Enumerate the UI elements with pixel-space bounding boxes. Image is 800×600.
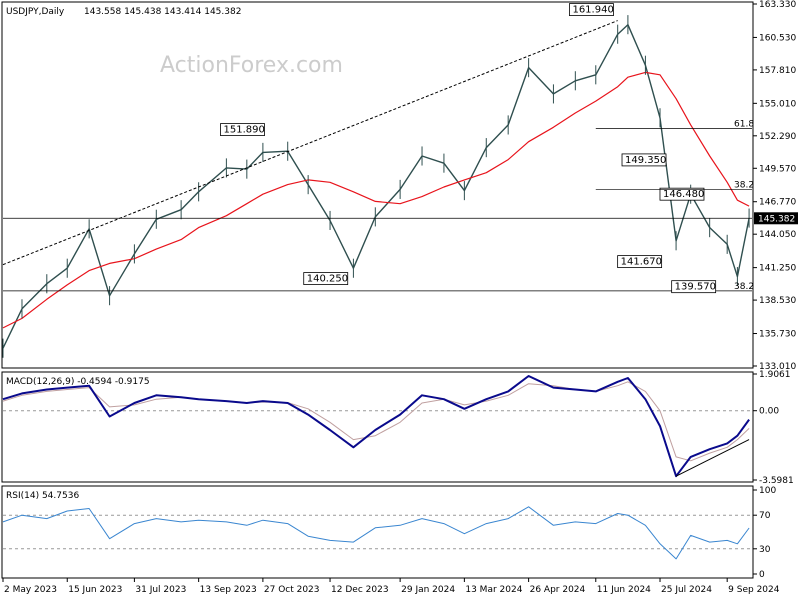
rsi-panel: [1, 485, 754, 579]
price-tick-label: 144.050: [759, 230, 796, 240]
price-tick-label: 141.250: [759, 264, 796, 274]
macd-line: [2, 375, 750, 478]
x-tick-label: 13 Mar 2024: [465, 585, 522, 595]
price-tick-label: 160.530: [759, 33, 796, 43]
x-tick-label: 11 Jun 2024: [597, 585, 651, 595]
upper-trendline: [2, 20, 618, 266]
x-tick-label: 9 Sep 2024: [728, 585, 780, 595]
current-price-box: [754, 212, 798, 225]
symbol-label: USDJPY,Daily: [6, 7, 65, 17]
rsi-tick-label: 30: [759, 545, 771, 555]
chart-header: USDJPY,Daily 143.558 145.438 143.414 145…: [6, 7, 241, 17]
x-tick-label: 26 Apr 2024: [530, 585, 586, 595]
swing-label-box: [659, 187, 705, 201]
price-tick-label: 149.570: [759, 164, 796, 174]
x-axis: 2 May 2023 15 Jun 2023 31 Jul 2023 13 Sep 2…: [2, 578, 780, 595]
fib-label: 38.2: [734, 180, 754, 190]
rsi-tick-label: 0: [759, 570, 765, 580]
macd-panel: [1, 371, 754, 483]
fib-label: 38.2: [734, 282, 754, 292]
swing-label-box: [617, 255, 663, 269]
current-price-label: 145.382: [758, 214, 795, 224]
ohlc-label: 143.558 145.438 143.414 145.382: [84, 7, 241, 17]
swing-label: 140.250: [307, 274, 348, 285]
price-series-line: [2, 24, 750, 349]
rsi-lines: [2, 506, 750, 560]
macd-signal-line: [2, 381, 750, 462]
x-tick-label: 12 Dec 2023: [331, 585, 389, 595]
rsi-tick-label: 100: [759, 486, 776, 496]
macd-tick-label: -3.5981: [759, 476, 794, 486]
price-tick-label: 133.010: [759, 362, 796, 372]
swing-label: 151.890: [224, 125, 265, 136]
price-lines: [2, 15, 752, 358]
watermark: ActionForex.com: [160, 53, 343, 78]
swing-label: 146.480: [663, 189, 704, 200]
price-tick-label: 163.330: [759, 0, 796, 10]
x-tick-label: 25 Jul 2024: [661, 585, 712, 595]
macd-axis: 1.9061 0.00 -3.5981: [3, 370, 794, 486]
swing-label: 141.670: [621, 257, 662, 268]
macd-tick-label: 1.9061: [759, 370, 791, 380]
price-tick-label: 135.730: [759, 330, 796, 340]
swing-label: 149.350: [625, 155, 666, 166]
rsi-line: [2, 506, 750, 560]
price-tick-label: 152.290: [759, 132, 796, 142]
swing-label-box: [569, 3, 614, 16]
fib-label: 61.8: [734, 120, 754, 130]
swing-label-box: [621, 153, 667, 167]
moving-average-line: [2, 71, 750, 329]
swing-label: 161.940: [572, 5, 613, 16]
rsi-tick-label: 70: [759, 511, 771, 521]
swing-label-box: [220, 123, 265, 136]
annotations: 161.940 151.890 140.250 149.350 146.480 141.6…: [220, 3, 754, 294]
price-tick-label: 157.810: [759, 66, 796, 76]
macd-trendline: [675, 439, 750, 477]
x-tick-label: 13 Sep 2023: [200, 585, 257, 595]
price-tick-label: 146.770: [759, 198, 796, 208]
macd-lines: [2, 375, 750, 478]
macd-title: MACD(12,26,9) -0.4594 -0.9175: [6, 377, 150, 387]
swing-label: 139.570: [675, 282, 716, 293]
swing-label-box: [303, 272, 349, 285]
x-tick-label: 27 Oct 2023: [264, 585, 320, 595]
price-axis: 163.330 160.530 157.810 155.010 152.290 149.5…: [753, 0, 798, 372]
price-panel: [1, 1, 754, 369]
x-tick-label: 15 Jun 2023: [68, 585, 122, 595]
swing-label-box: [671, 280, 717, 294]
x-tick-label: 31 Jul 2023: [135, 585, 186, 595]
price-tick-label: 138.530: [759, 296, 796, 306]
rsi-title: RSI(14) 54.7536: [6, 491, 79, 501]
x-tick-label: 2 May 2023: [4, 585, 57, 595]
x-tick-label: 29 Jan 2024: [401, 585, 455, 595]
macd-tick-label: 0.00: [759, 407, 779, 417]
price-tick-label: 155.010: [759, 99, 796, 109]
